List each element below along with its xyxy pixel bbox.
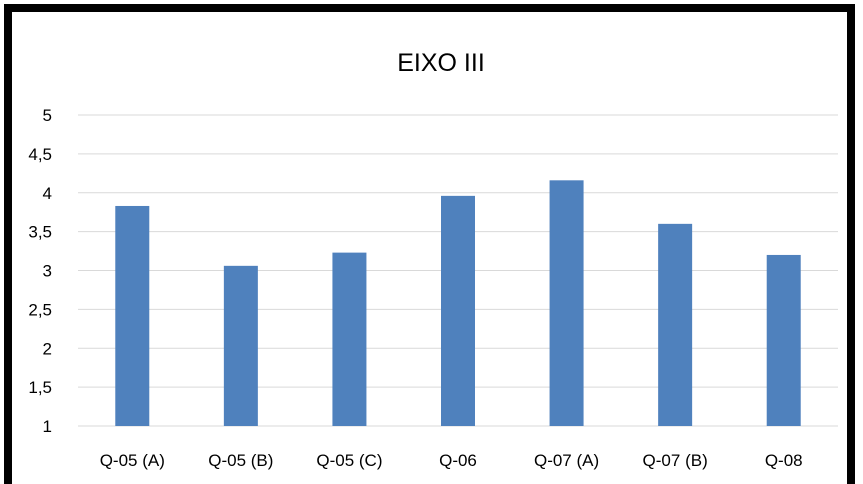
bar bbox=[223, 265, 258, 426]
y-axis-ticks: 1 1,5 2 2,5 3 3,5 4 4,5 5 bbox=[28, 106, 52, 436]
y-tick-label: 4,5 bbox=[28, 145, 52, 164]
x-tick-label: Q-08 bbox=[765, 451, 803, 470]
bars bbox=[115, 180, 801, 426]
bar bbox=[332, 252, 367, 426]
x-tick-label: Q-07 (A) bbox=[534, 451, 599, 470]
y-tick-label: 2 bbox=[43, 339, 52, 358]
y-tick-label: 2,5 bbox=[28, 300, 52, 319]
x-tick-label: Q-06 bbox=[439, 451, 477, 470]
y-tick-label: 1 bbox=[43, 417, 52, 436]
bar bbox=[115, 205, 150, 426]
x-tick-label: Q-05 (A) bbox=[100, 451, 165, 470]
y-tick-label: 3,5 bbox=[28, 223, 52, 242]
x-tick-label: Q-05 (B) bbox=[208, 451, 273, 470]
y-tick-label: 1,5 bbox=[28, 378, 52, 397]
y-tick-label: 3 bbox=[43, 262, 52, 281]
bar bbox=[441, 195, 475, 426]
y-tick-label: 4 bbox=[43, 184, 52, 203]
x-tick-label: Q-05 (C) bbox=[316, 451, 382, 470]
chart-title: EIXO III bbox=[397, 49, 485, 77]
bar bbox=[549, 180, 584, 426]
y-tick-label: 5 bbox=[43, 106, 52, 125]
bar bbox=[766, 254, 801, 426]
x-axis-ticks: Q-05 (A) Q-05 (B) Q-05 (C) Q-06 Q-07 (A) Q-07… bbox=[100, 451, 803, 470]
x-tick-label: Q-07 (B) bbox=[643, 451, 708, 470]
bar bbox=[658, 223, 693, 426]
